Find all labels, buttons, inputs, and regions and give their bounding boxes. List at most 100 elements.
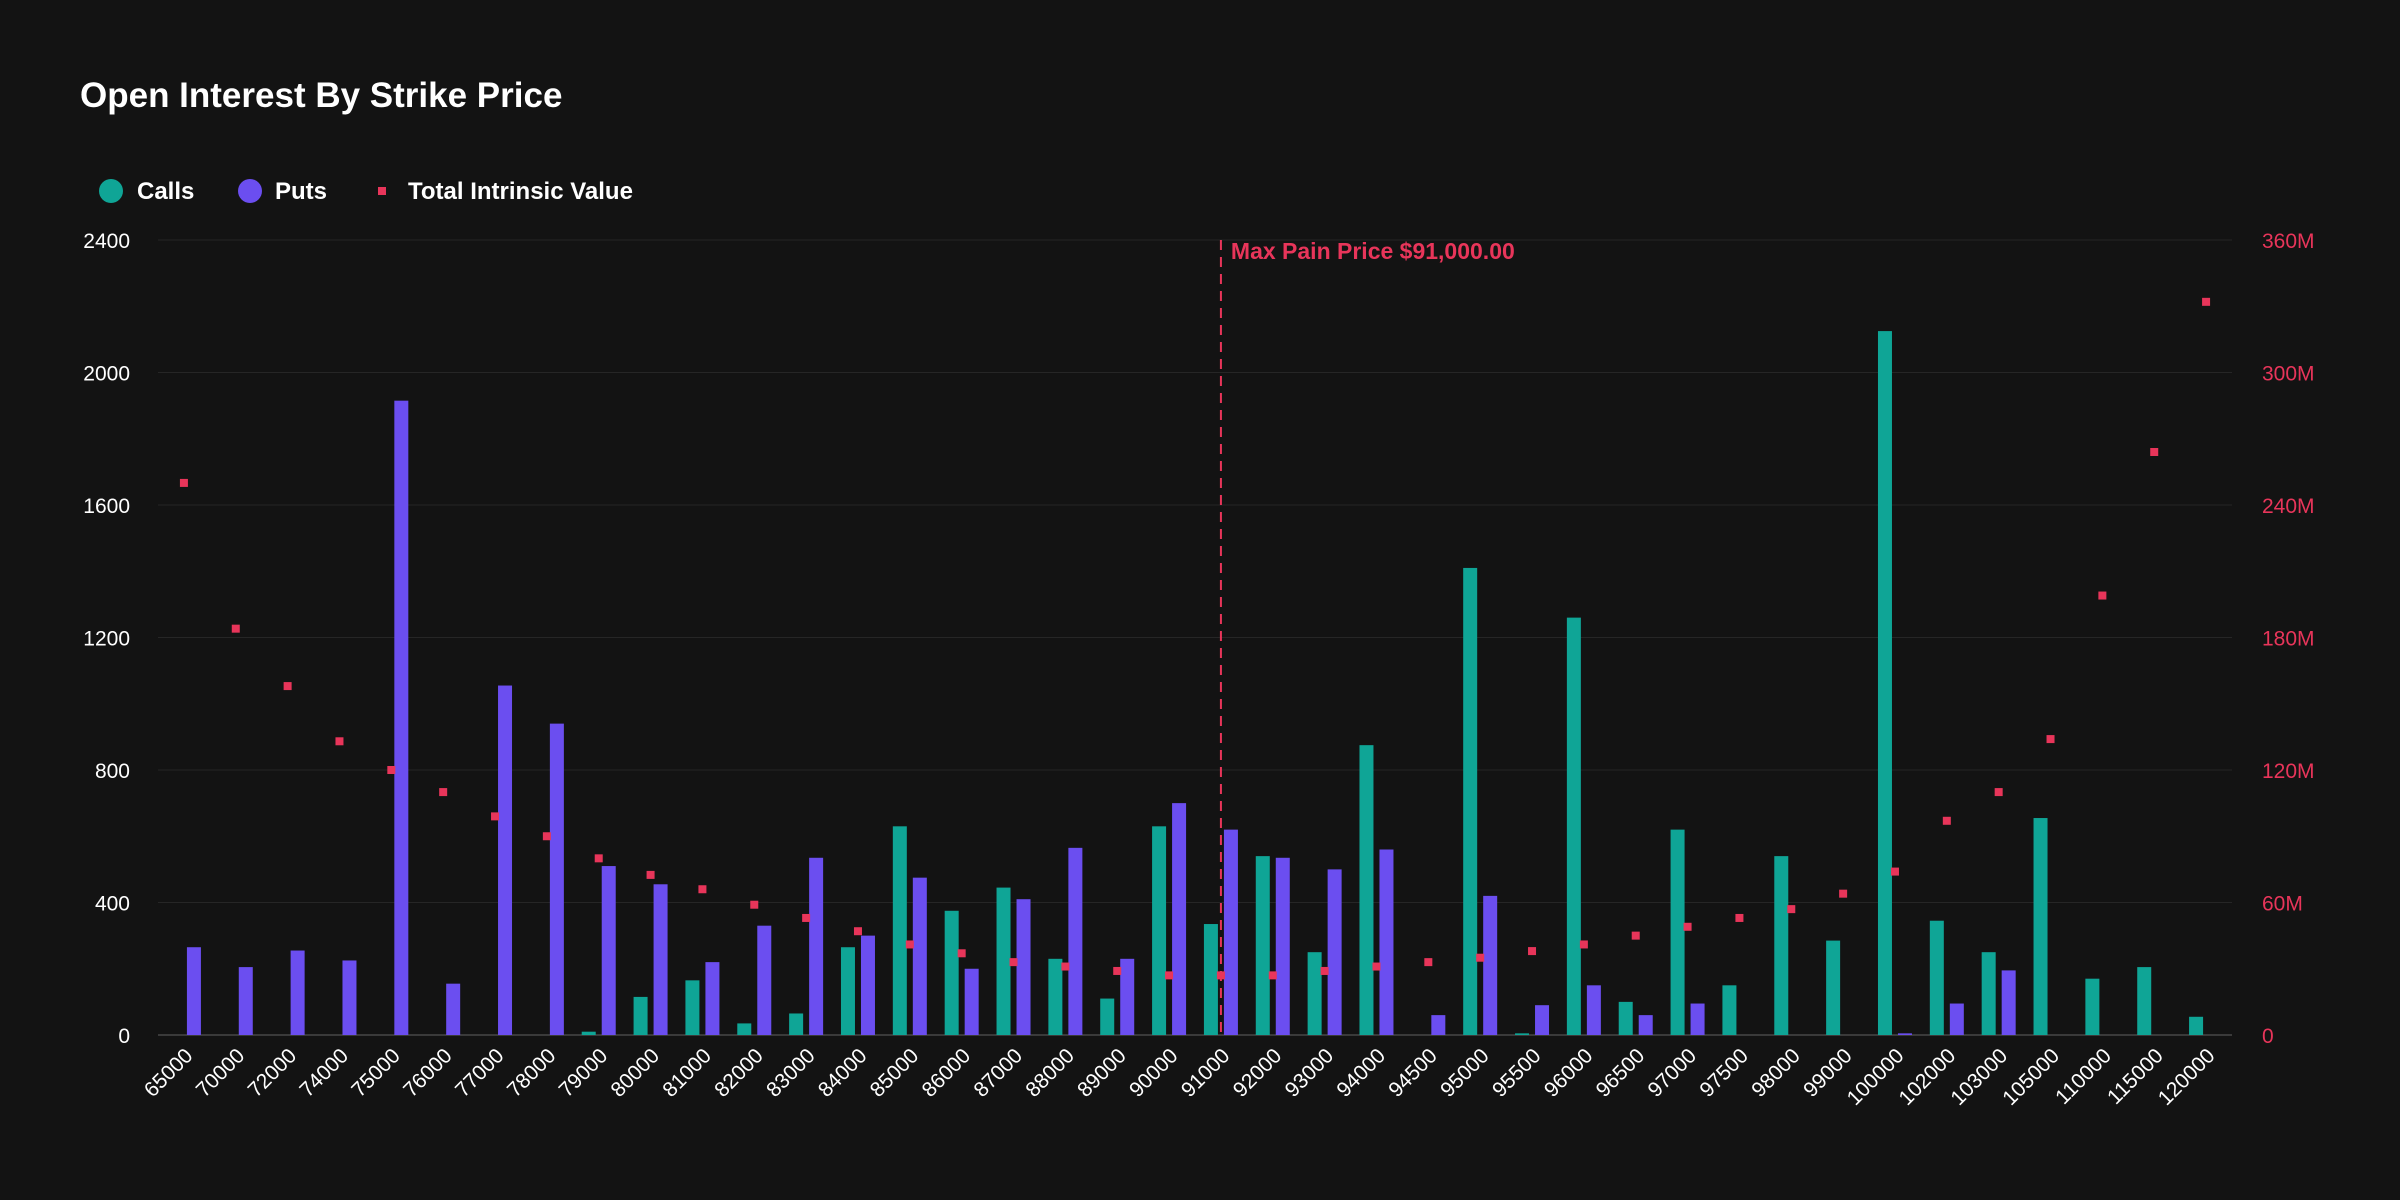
- x-tick-label: 91000: [1177, 1044, 1235, 1102]
- bar-puts: [705, 962, 720, 1035]
- x-tick-label: 97500: [1695, 1044, 1753, 1102]
- bar-calls: [892, 826, 907, 1035]
- bar-calls: [1774, 856, 1789, 1035]
- point-intrinsic-value: [1113, 966, 1122, 975]
- y-tick-label-right: 180M: [2262, 628, 2315, 651]
- point-intrinsic-value: [1528, 947, 1537, 956]
- x-tick-label: 74000: [295, 1044, 353, 1102]
- point-intrinsic-value: [905, 940, 914, 949]
- point-intrinsic-value: [439, 788, 448, 797]
- bar-calls: [1203, 924, 1218, 1035]
- x-tick-label: 77000: [451, 1044, 509, 1102]
- y-tick-label-left: 1200: [83, 628, 130, 651]
- point-intrinsic-value: [2150, 448, 2159, 456]
- point-intrinsic-value: [1994, 788, 2003, 797]
- point-intrinsic-value: [1372, 962, 1381, 971]
- x-tick-label: 90000: [1125, 1044, 1183, 1102]
- bar-calls: [737, 1023, 752, 1035]
- x-tick-label: 83000: [762, 1044, 820, 1102]
- bar-puts: [238, 967, 253, 1035]
- point-intrinsic-value: [802, 913, 811, 922]
- bar-calls: [1359, 745, 1374, 1035]
- bar-puts: [1949, 1003, 1964, 1035]
- bar-puts: [601, 866, 616, 1035]
- point-intrinsic-value: [750, 900, 759, 909]
- x-tick-label: 120000: [2154, 1044, 2220, 1110]
- x-tick-label: 93000: [1281, 1044, 1339, 1102]
- point-intrinsic-value: [335, 737, 344, 746]
- bar-calls: [1877, 331, 1892, 1035]
- point-intrinsic-value: [1476, 953, 1485, 962]
- point-intrinsic-value: [2202, 297, 2211, 306]
- bar-calls: [1152, 826, 1167, 1035]
- bar-puts: [1638, 1015, 1653, 1035]
- bar-puts: [1379, 849, 1394, 1035]
- bar-puts: [342, 960, 357, 1035]
- y-tick-label-right: 120M: [2262, 760, 2315, 783]
- point-intrinsic-value: [179, 478, 188, 487]
- grid-lines: [158, 239, 2232, 1036]
- bar-puts: [1483, 895, 1498, 1035]
- bar-puts: [1586, 985, 1601, 1035]
- point-intrinsic-value: [1320, 966, 1329, 975]
- y-axis-right: 0 60M 120M 180M 240M 300M 360M: [2262, 230, 2315, 1048]
- point-intrinsic-value: [1683, 922, 1692, 931]
- x-tick-label: 72000: [244, 1044, 302, 1102]
- x-tick-label: 75000: [347, 1044, 405, 1102]
- y-tick-label-right: 360M: [2262, 230, 2315, 253]
- x-tick-label: 92000: [1229, 1044, 1287, 1102]
- bar-calls: [2189, 1016, 2204, 1035]
- y-tick-label-right: 300M: [2262, 363, 2315, 386]
- legend-swatch-intrinsic-value: [378, 187, 386, 195]
- bar-puts: [653, 884, 668, 1035]
- max-pain-label: Max Pain Price $91,000.00: [1231, 238, 1515, 264]
- bar-puts: [1068, 847, 1083, 1035]
- bar-puts: [1897, 1033, 1912, 1035]
- point-intrinsic-value: [594, 854, 603, 863]
- x-tick-label: 80000: [607, 1044, 665, 1102]
- bar-calls: [789, 1013, 804, 1035]
- bar-calls: [1981, 952, 1996, 1035]
- bar-puts: [860, 935, 875, 1035]
- bar-calls: [1566, 617, 1581, 1035]
- bar-puts: [757, 925, 772, 1035]
- x-tick-label: 79000: [555, 1044, 613, 1102]
- point-intrinsic-value: [2098, 591, 2107, 600]
- x-tick-label: 100000: [1843, 1044, 1909, 1110]
- x-tick-label: 65000: [140, 1044, 198, 1102]
- x-tick-label: 95500: [1488, 1044, 1546, 1102]
- legend-label-puts: Puts: [275, 178, 327, 205]
- bar-calls: [1100, 998, 1115, 1035]
- x-tick-label: 96500: [1592, 1044, 1650, 1102]
- point-intrinsic-value: [491, 812, 500, 821]
- point-intrinsic-value: [2046, 735, 2055, 744]
- x-tick-label: 78000: [503, 1044, 561, 1102]
- y-tick-label-left: 800: [95, 760, 130, 783]
- x-tick-label: 89000: [1073, 1044, 1131, 1102]
- bar-puts: [809, 857, 824, 1035]
- bar-calls: [581, 1031, 596, 1035]
- x-tick-label: 76000: [399, 1044, 457, 1102]
- bar-calls: [685, 980, 700, 1035]
- y-tick-label-right: 240M: [2262, 495, 2315, 518]
- y-axis-left: 0 400 800 1200 1600 2000 2400: [83, 230, 130, 1048]
- x-tick-label: 82000: [710, 1044, 768, 1102]
- x-tick-label: 94500: [1384, 1044, 1442, 1102]
- bar-puts: [1120, 958, 1135, 1035]
- point-intrinsic-value: [1579, 940, 1588, 949]
- point-intrinsic-value: [957, 949, 966, 958]
- bar-calls: [1670, 829, 1685, 1035]
- x-tick-label: 81000: [658, 1044, 716, 1102]
- bar-puts: [1172, 803, 1187, 1035]
- point-intrinsic-value: [542, 832, 551, 841]
- bar-puts: [912, 877, 927, 1035]
- x-tick-label: 85000: [866, 1044, 924, 1102]
- bar-puts: [1016, 899, 1031, 1035]
- bar-calls: [2137, 967, 2152, 1035]
- bar-puts: [549, 723, 564, 1035]
- x-tick-label: 88000: [1021, 1044, 1079, 1102]
- intrinsic-points-group: [179, 297, 2211, 980]
- bar-calls: [1255, 856, 1270, 1035]
- legend-label-calls: Calls: [137, 178, 194, 205]
- bar-calls: [1826, 940, 1841, 1035]
